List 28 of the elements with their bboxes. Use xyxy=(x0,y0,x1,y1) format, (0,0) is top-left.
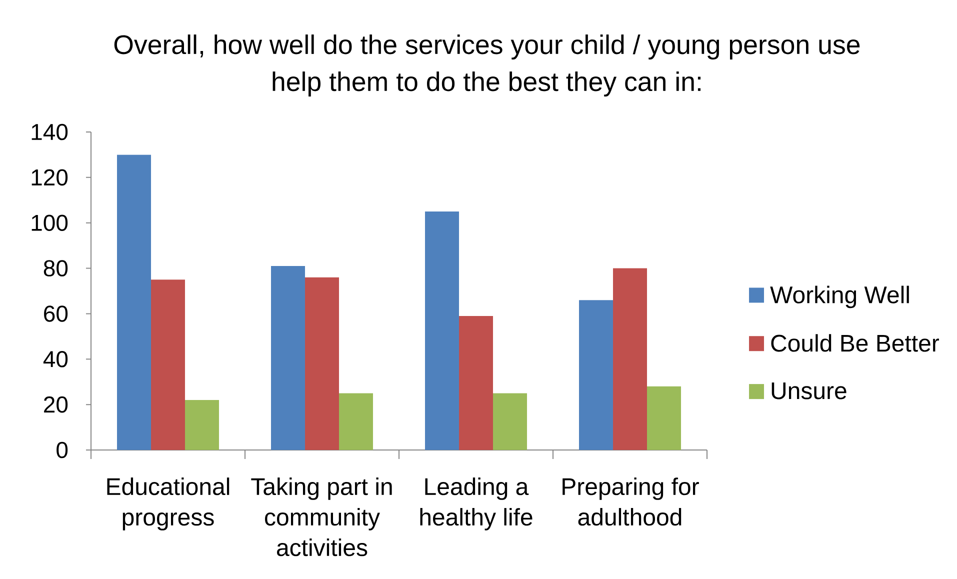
legend-label: Could Be Better xyxy=(771,334,940,352)
bar xyxy=(151,280,186,450)
bar xyxy=(305,277,340,450)
x-tick-label: Taking part in community activities xyxy=(251,478,392,556)
y-tick-label: 140 xyxy=(32,124,68,140)
legend-label: Working Well xyxy=(770,286,909,308)
bar xyxy=(339,393,374,450)
y-tick-label: 80 xyxy=(44,260,68,276)
bar xyxy=(493,393,528,450)
y-tick-label: 40 xyxy=(43,351,68,368)
bar xyxy=(117,154,152,450)
x-tick-label: Leading a healthy life xyxy=(420,478,532,530)
x-tick-label: Preparing for adulthood xyxy=(562,478,699,526)
bar xyxy=(185,400,220,450)
bar xyxy=(579,300,614,450)
bar xyxy=(459,316,494,450)
x-tick-label: Educational progress xyxy=(107,478,230,530)
y-tick-label: 20 xyxy=(44,396,68,413)
legend-label: Unsure xyxy=(772,382,846,400)
y-tick-label: 0 xyxy=(56,442,68,458)
chart-title: Overall, how well do the services your child / young person use help them to do the best they can in: xyxy=(114,34,860,96)
bar xyxy=(425,212,460,450)
y-tick-label: 60 xyxy=(44,306,68,322)
bar xyxy=(271,266,306,450)
bar xyxy=(613,268,648,450)
y-tick-label: 100 xyxy=(32,214,68,231)
y-tick-label: 120 xyxy=(32,169,68,186)
bar xyxy=(647,386,682,450)
